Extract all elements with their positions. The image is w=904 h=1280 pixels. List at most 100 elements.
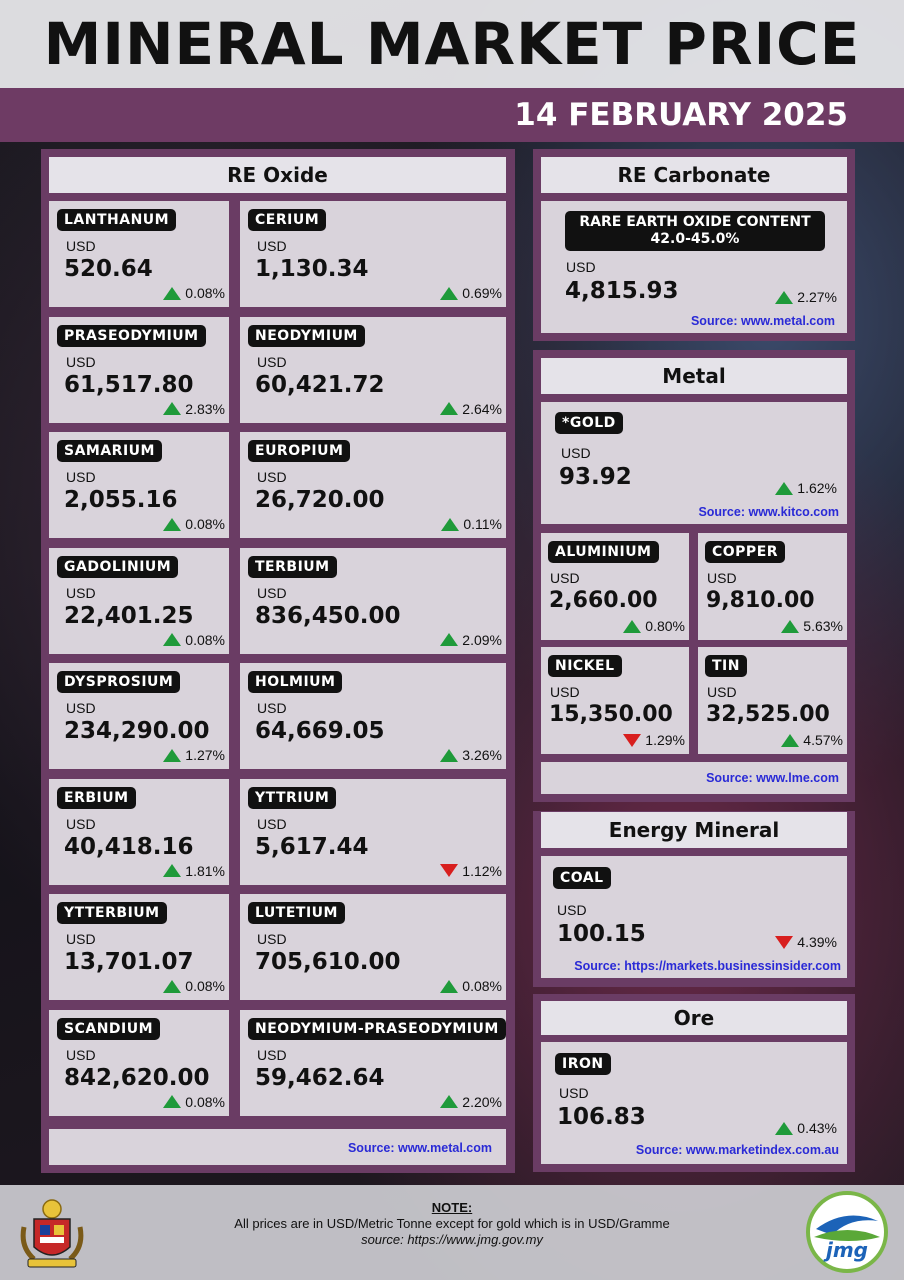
gold-badge: *GOLD [555, 412, 623, 434]
neodymium-change: 2.64% [440, 401, 502, 417]
aluminium-badge: ALUMINIUM [548, 541, 659, 563]
europium-change-value: 0.11% [463, 516, 502, 532]
arrow-up-icon [163, 1095, 182, 1108]
jmg-logo-text: jmg [823, 1238, 868, 1262]
re-oxide-source[interactable]: Source: www.metal.com [347, 1141, 492, 1155]
nickel-unit: USD [550, 684, 580, 700]
cerium-change-value: 0.69% [462, 285, 502, 301]
energy-heading: Energy Mineral [541, 812, 847, 848]
re-carbonate-source[interactable]: Source: www.metal.com [690, 314, 835, 328]
re-carbonate-price: 4,815.93 [565, 278, 679, 304]
europium-badge: EUROPIUM [248, 440, 351, 462]
arrow-up-icon [163, 402, 182, 415]
coal-change: 4.39% [775, 934, 837, 950]
re-carbonate-unit: USD [566, 259, 596, 275]
arrow-up-icon [440, 633, 459, 646]
jmg-logo: jmg [806, 1191, 888, 1273]
gold-unit: USD [561, 445, 591, 461]
aluminium-change-value: 0.80% [645, 618, 685, 634]
tin-unit: USD [707, 684, 737, 700]
ytterbium-card: YTTERBIUM USD 13,701.07 0.08% [49, 894, 229, 1000]
holmium-card: HOLMIUM USD 64,669.05 3.26% [240, 663, 506, 769]
date-bar: 14 FEBRUARY 2025 [0, 88, 904, 142]
samarium-change-value: 0.08% [185, 516, 225, 532]
dysprosium-price: 234,290.00 [64, 718, 210, 744]
arrow-up-icon [440, 286, 459, 300]
re-carbonate-heading: RE Carbonate [541, 157, 847, 193]
coal-price: 100.15 [557, 921, 646, 947]
tin-change: 4.57% [781, 732, 843, 748]
terbium-change-value: 2.09% [462, 631, 502, 648]
arrow-up-icon [163, 864, 182, 877]
scandium-card: SCANDIUM USD 842,620.00 0.08% [49, 1009, 229, 1116]
tin-change-value: 4.57% [803, 732, 843, 748]
iron-card: IRON USD 106.83 0.43% Source: www.market… [541, 1042, 847, 1164]
re-carbonate-card: RARE EARTH OXIDE CONTENT 42.0-45.0% USD … [541, 201, 847, 333]
cerium-card: CERIUM USD 1,130.34 0.69% [240, 201, 506, 307]
lutetium-unit: USD [257, 931, 287, 947]
gadolinium-change: 0.08% [163, 632, 225, 648]
ytterbium-badge: YTTERBIUM [57, 902, 167, 924]
copper-change-value: 5.63% [803, 618, 843, 634]
gadolinium-price: 22,401.25 [64, 602, 194, 629]
praseodymium-price: 61,517.80 [64, 371, 194, 398]
neodymium-praseodymium-badge: NEODYMIUM-PRASEODYMIUM [248, 1017, 506, 1040]
ore-heading: Ore [541, 1001, 847, 1035]
neodymium-praseodymium-unit: USD [257, 1046, 287, 1063]
samarium-price: 2,055.16 [64, 487, 178, 513]
cerium-price: 1,130.34 [255, 256, 369, 282]
ytterbium-change-value: 0.08% [185, 978, 225, 994]
arrow-down-icon [623, 733, 642, 747]
gold-price: 93.92 [559, 464, 632, 490]
note-text: All prices are in USD/Metric Tonne excep… [234, 1216, 670, 1231]
arrow-up-icon [440, 1095, 459, 1108]
re-carbonate-label-line1: RARE EARTH OXIDE CONTENT [579, 214, 811, 230]
yttrium-change: 1.12% [440, 863, 502, 879]
coat-of-arms-logo [20, 1199, 84, 1268]
cerium-unit: USD [257, 238, 287, 254]
aluminium-unit: USD [550, 570, 580, 586]
gold-source[interactable]: Source: www.kitco.com [698, 505, 839, 519]
aluminium-change: 0.80% [623, 618, 685, 634]
metal-heading: Metal [541, 358, 847, 394]
note-source[interactable]: source: https://www.jmg.gov.my [361, 1232, 543, 1247]
re-carbonate-change: 2.27% [775, 289, 837, 305]
holmium-badge: HOLMIUM [248, 671, 343, 693]
lanthanum-badge: LANTHANUM [57, 209, 177, 231]
gadolinium-badge: GADOLINIUM [57, 555, 179, 578]
dysprosium-unit: USD [66, 700, 96, 716]
scandium-change: 0.08% [163, 1094, 225, 1110]
arrow-up-icon [440, 402, 459, 415]
coal-source[interactable]: Source: https://markets.businessinsider.… [574, 959, 841, 973]
cerium-badge: CERIUM [248, 209, 327, 231]
lanthanum-price: 520.64 [64, 256, 153, 282]
title-bar: MINERAL MARKET PRICE [0, 0, 904, 88]
europium-card: EUROPIUM USD 26,720.00 0.11% [240, 432, 506, 538]
lanthanum-card: LANTHANUM USD 520.64 0.08% [49, 201, 229, 307]
neodymium-praseodymium-card: NEODYMIUM-PRASEODYMIUM USD 59,462.64 2.20% [240, 1009, 506, 1116]
lutetium-change-value: 0.08% [462, 978, 502, 994]
arrow-up-icon [440, 979, 459, 993]
neodymium-price: 60,421.72 [255, 371, 385, 398]
arrow-up-icon [163, 517, 182, 531]
page-title: MINERAL MARKET PRICE [43, 10, 861, 78]
arrow-down-icon [440, 864, 459, 877]
dysprosium-change-value: 1.27% [185, 747, 225, 763]
iron-source[interactable]: Source: www.marketindex.com.au [635, 1143, 839, 1157]
tin-badge: TIN [705, 655, 747, 677]
metal-source[interactable]: Source: www.lme.com [706, 771, 839, 785]
erbium-card: ERBIUM USD 40,418.16 1.81% [49, 778, 229, 885]
neodymium-praseodymium-change: 2.20% [440, 1094, 502, 1110]
praseodymium-unit: USD [66, 353, 96, 370]
yttrium-card: YTTRIUM USD 5,617.44 1.12% [240, 778, 506, 885]
erbium-badge: ERBIUM [57, 786, 136, 809]
metal-source-strip: Source: www.lme.com [541, 762, 847, 794]
erbium-unit: USD [66, 815, 96, 832]
re-oxide-source-strip: Source: www.metal.com [49, 1129, 506, 1165]
scandium-change-value: 0.08% [185, 1093, 225, 1110]
terbium-card: TERBIUM USD 836,450.00 2.09% [240, 547, 506, 654]
lutetium-price: 705,610.00 [255, 949, 401, 975]
yttrium-unit: USD [257, 815, 287, 832]
lutetium-badge: LUTETIUM [248, 902, 345, 924]
arrow-up-icon [623, 619, 642, 633]
